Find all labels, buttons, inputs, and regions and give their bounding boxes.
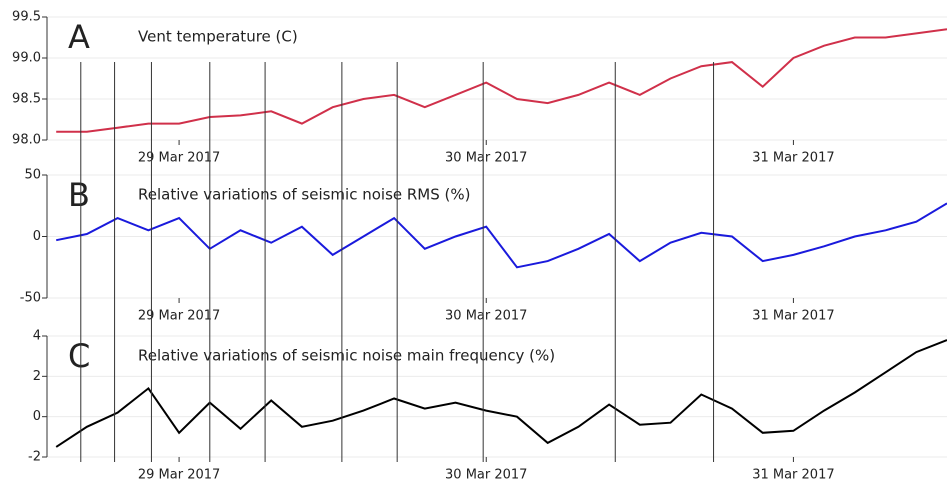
x-tick-label: 30 Mar 2017 [445, 151, 527, 166]
x-tick-label: 30 Mar 2017 [445, 468, 527, 483]
x-tick-label: 31 Mar 2017 [752, 151, 834, 166]
panel-letter: A [68, 18, 90, 56]
x-tick-label: 31 Mar 2017 [752, 468, 834, 483]
y-tick-label: 0 [33, 409, 41, 424]
panel-title: Relative variations of seismic noise mai… [138, 347, 555, 365]
y-tick-label: -50 [20, 291, 41, 306]
y-tick-label: 99.5 [12, 10, 41, 25]
x-tick-label: 29 Mar 2017 [138, 468, 220, 483]
x-tick-label: 30 Mar 2017 [445, 309, 527, 324]
y-tick-label: 98.0 [12, 133, 41, 148]
panel-letter: C [68, 337, 90, 375]
x-tick-label: 29 Mar 2017 [138, 151, 220, 166]
y-tick-label: 50 [24, 168, 41, 183]
y-tick-label: 98.5 [12, 92, 41, 107]
panel-letter: B [68, 176, 90, 214]
y-tick-label: -2 [28, 450, 41, 465]
panel-title: Vent temperature (C) [138, 28, 298, 46]
y-tick-label: 2 [33, 369, 41, 384]
data-line [56, 202, 947, 269]
y-tick-label: 99.0 [12, 51, 41, 66]
x-tick-label: 29 Mar 2017 [138, 309, 220, 324]
data-line [56, 28, 947, 133]
y-tick-label: 4 [33, 329, 41, 344]
panel-title: Relative variations of seismic noise RMS… [138, 186, 471, 204]
data-line [55, 339, 947, 448]
y-tick-label: 0 [33, 229, 41, 244]
x-tick-label: 31 Mar 2017 [752, 309, 834, 324]
